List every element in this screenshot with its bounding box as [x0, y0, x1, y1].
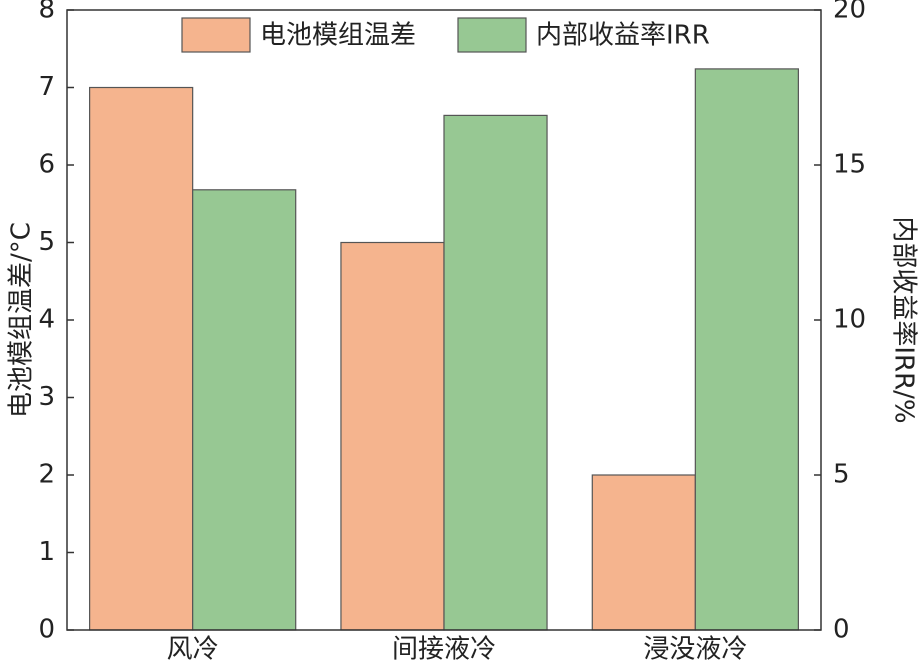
bar — [591, 474, 696, 631]
bar — [443, 114, 548, 631]
y-tick-label: 8 — [38, 0, 55, 25]
x-tick-label: 间接液冷 — [392, 635, 496, 665]
y2-tick-label: 10 — [833, 305, 866, 335]
y2-tick-label: 5 — [833, 460, 850, 490]
legend-swatch — [457, 17, 527, 53]
legend-label: 电池模组温差 — [260, 21, 416, 51]
y-tick-label: 0 — [38, 615, 55, 645]
y-tick-label: 3 — [38, 382, 55, 412]
bar — [192, 189, 297, 631]
x-tick-label: 浸没液冷 — [643, 635, 747, 665]
y2-tick-label: 15 — [833, 150, 866, 180]
bar — [340, 241, 445, 631]
legend-swatch — [181, 17, 251, 53]
y2-tick-label: 20 — [833, 0, 866, 25]
y2-tick-label: 0 — [833, 615, 850, 645]
y-tick-label: 2 — [38, 460, 55, 490]
y-tick-label: 1 — [38, 537, 55, 567]
legend-label: 内部收益率IRR — [536, 21, 710, 51]
y-axis-label: 电池模组温差/°C — [7, 222, 37, 418]
y-tick-label: 6 — [38, 150, 55, 180]
y2-axis-label: 内部收益率IRR/% — [889, 216, 919, 423]
y-tick-label: 7 — [38, 72, 55, 102]
bar — [694, 68, 799, 631]
y-tick-label: 4 — [38, 305, 55, 335]
bar — [89, 86, 194, 631]
y-tick-label: 5 — [38, 227, 55, 257]
x-tick-label: 风冷 — [167, 635, 219, 665]
